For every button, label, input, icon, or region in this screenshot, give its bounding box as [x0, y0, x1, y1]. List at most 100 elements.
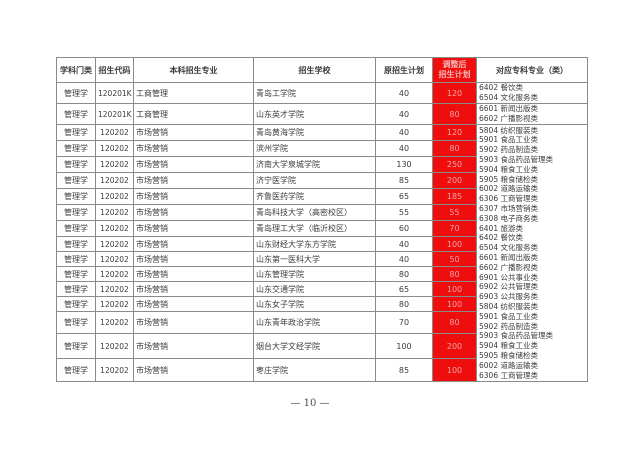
school-cell: 山东交通学院	[253, 281, 376, 297]
college-major-item: 6504 文化服务类	[479, 93, 538, 102]
college-major-item: 5904 粮食工业类	[479, 164, 538, 174]
school-cell: 滨州学院	[253, 140, 376, 157]
admission-code-cell: 120202	[95, 251, 134, 267]
college-major-item: 5903 食品药品管理类	[479, 331, 553, 341]
header-adjusted-plan: 调整后 招生计划	[432, 57, 477, 83]
college-major-item: 5903 食品药品管理类	[479, 155, 553, 165]
header-adjusted-plan-line1: 调整后	[442, 60, 467, 69]
subject-category-cell: 管理学	[56, 172, 96, 189]
header-school: 招生学校	[253, 57, 376, 83]
admission-code-cell: 120202	[95, 358, 134, 382]
college-major-item: 6903 公共服务类	[479, 292, 538, 302]
adjusted-plan-cell: 120	[432, 82, 477, 104]
college-major-item: 5904 粮食工业类	[479, 341, 538, 351]
subject-category-cell: 管理学	[56, 281, 96, 297]
admission-code-cell: 120202	[95, 140, 134, 157]
college-major-item: 6307 市场营销类	[479, 204, 538, 214]
table-row: 管理学 120202 市场营销 青岛科技大学（高密校区） 55 55	[56, 204, 588, 221]
college-major-item: 6002 道路运输类	[479, 184, 538, 194]
adjusted-plan-cell: 70	[432, 220, 477, 237]
subject-category-cell: 管理学	[56, 251, 96, 267]
admission-code-cell: 120202	[95, 266, 134, 282]
college-major-item: 6602 广播影视类	[479, 262, 538, 272]
subject-category-cell: 管理学	[56, 311, 96, 334]
college-major-item: 6306 工商管理类	[479, 370, 538, 380]
original-plan-cell: 85	[375, 172, 433, 189]
school-cell: 山东青年政治学院	[253, 311, 376, 334]
college-major-item: 6601 新闻出版类	[479, 104, 538, 114]
admission-code-cell-text: 120202	[100, 269, 129, 279]
original-plan-cell: 40	[375, 236, 433, 252]
adjusted-plan-cell: 120	[432, 124, 477, 141]
college-major-item: 6402 餐饮类	[479, 233, 523, 243]
table-row: 管理学 120202 市场营销 枣庄学院 85 100	[56, 358, 588, 382]
adjusted-plan-cell: 80	[432, 140, 477, 157]
table-header-row: 学科门类 招生代码 本科招生专业 招生学校 原招生计划 调整后 招生计划 对应专…	[56, 57, 588, 83]
undergrad-major-cell: 市场营销	[133, 358, 254, 382]
original-plan-cell: 85	[375, 358, 433, 382]
adjusted-plan-cell: 250	[432, 156, 477, 173]
undergrad-major-cell: 市场营销	[133, 188, 254, 205]
subject-category-cell: 管理学	[56, 204, 96, 221]
adjusted-plan-cell: 100	[432, 236, 477, 252]
table-row: 管理学 120201K 工商管理 山东英才学院 40 80 6601 新闻出版类 6602 广…	[56, 103, 588, 125]
admission-code-cell-text: 120202	[100, 176, 129, 185]
college-major-item: 6002 道路运输类	[479, 360, 538, 370]
undergrad-major-cell: 市场营销	[133, 140, 254, 157]
original-plan-cell: 60	[375, 220, 433, 237]
college-major-item: 6401 旅游类	[479, 223, 523, 233]
school-cell: 青岛黄海学院	[253, 124, 376, 141]
school-cell: 济宁医学院	[253, 172, 376, 189]
school-cell: 青岛科技大学（高密校区）	[253, 204, 376, 221]
table-body: 管理学 120201K 工商管理 青岛工学院 40 120 6402 餐饮类 6504 文化服…	[56, 82, 588, 382]
header-adjusted-plan-line2: 招生计划	[438, 70, 471, 79]
table-row: 管理学 120202 市场营销 齐鲁医药学院 65 185	[56, 188, 588, 205]
admission-plan-table: 学科门类 招生代码 本科招生专业 招生学校 原招生计划 调整后 招生计划 对应专…	[56, 57, 588, 382]
undergrad-major-cell: 市场营销	[133, 220, 254, 237]
admission-code-cell-text: 120202	[100, 144, 129, 153]
subject-category-cell: 管理学	[56, 296, 96, 312]
school-cell: 济南大学泉城学院	[253, 156, 376, 173]
admission-code-cell-text: 120202	[100, 160, 129, 169]
original-plan-cell: 100	[375, 333, 433, 359]
school-cell: 山东第一医科大学	[253, 251, 376, 267]
admission-code-cell: 120202	[95, 156, 134, 173]
admission-code-cell: 120202	[95, 172, 134, 189]
header-original-plan: 原招生计划	[375, 57, 433, 83]
admission-code-cell: 120202	[95, 236, 134, 252]
subject-category-cell: 管理学	[56, 333, 96, 359]
admission-code-cell: 120202	[95, 333, 134, 359]
admission-code-cell-text: 120202	[100, 318, 129, 327]
table-row: 管理学 120202 市场营销 烟台大学文经学院 100 200	[56, 333, 588, 359]
admission-code-cell: 120202	[95, 220, 134, 237]
original-plan-cell: 80	[375, 296, 433, 312]
undergrad-major-cell: 工商管理	[133, 103, 254, 125]
adjusted-plan-cell: 200	[432, 172, 477, 189]
original-plan-cell: 55	[375, 204, 433, 221]
school-cell: 山东英才学院	[253, 103, 376, 125]
college-major-item: 5902 药品制造类	[479, 145, 538, 155]
adjusted-plan-cell: 50	[432, 251, 477, 267]
table-row: 管理学 120202 市场营销 山东交通学院 65 100	[56, 281, 588, 297]
admission-code-cell-text: 120202	[100, 128, 129, 137]
admission-code-cell-text: 120201K	[98, 109, 132, 119]
undergrad-major-cell: 市场营销	[133, 204, 254, 221]
college-major-item: 6306 工商管理类	[479, 194, 538, 204]
college-majors-cell: 5804 纺织服装类 5901 食品工业类 5902 药品制造类 5903 食品药品管…	[476, 124, 588, 382]
adjusted-plan-cell: 80	[432, 266, 477, 282]
school-cell: 枣庄学院	[253, 358, 376, 382]
college-majors-cell: 6402 餐饮类 6504 文化服务类	[476, 82, 588, 104]
college-major-item: 6901 公共事业类	[479, 272, 538, 282]
adjusted-plan-cell: 200	[432, 333, 477, 359]
adjusted-plan-cell: 80	[432, 311, 477, 334]
header-college-majors: 对应专科专业（类）	[476, 57, 588, 83]
table-row: 管理学 120202 市场营销 济南大学泉城学院 130 250	[56, 156, 588, 173]
subject-category-cell: 管理学	[56, 124, 96, 141]
admission-code-cell: 120201K	[95, 82, 134, 104]
admission-code-cell-text: 120202	[100, 341, 129, 351]
school-cell: 青岛工学院	[253, 82, 376, 104]
original-plan-cell: 65	[375, 188, 433, 205]
subject-category-cell: 管理学	[56, 188, 96, 205]
adjusted-plan-cell: 100	[432, 296, 477, 312]
